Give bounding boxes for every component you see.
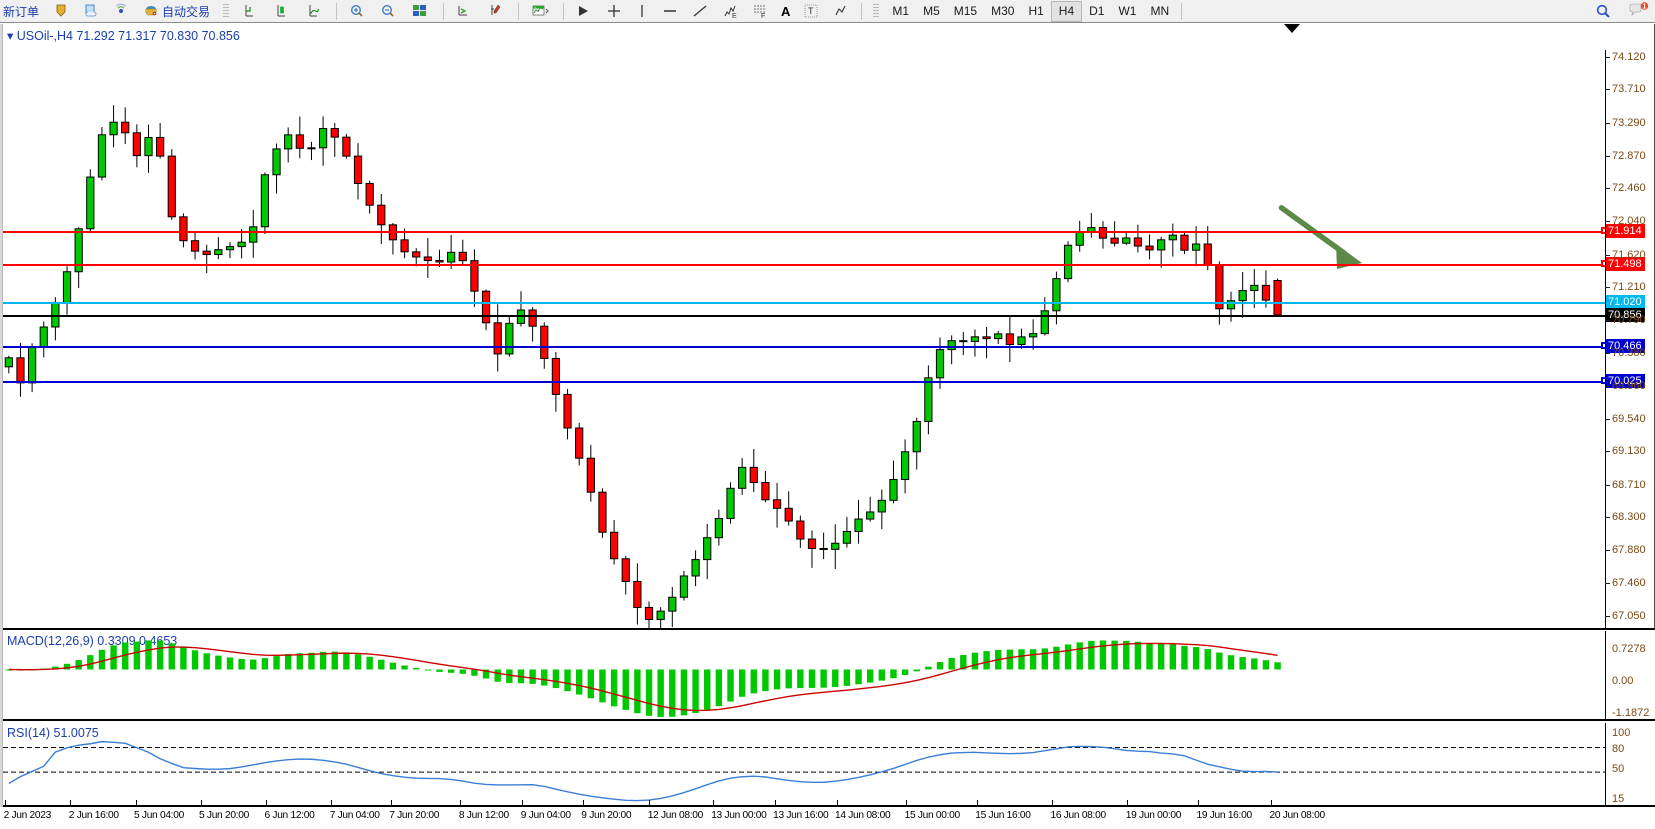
svg-text:E: E (732, 13, 737, 19)
svg-text:1: 1 (1643, 4, 1647, 11)
svg-text:F: F (761, 13, 765, 19)
svg-text:T: T (808, 6, 814, 16)
